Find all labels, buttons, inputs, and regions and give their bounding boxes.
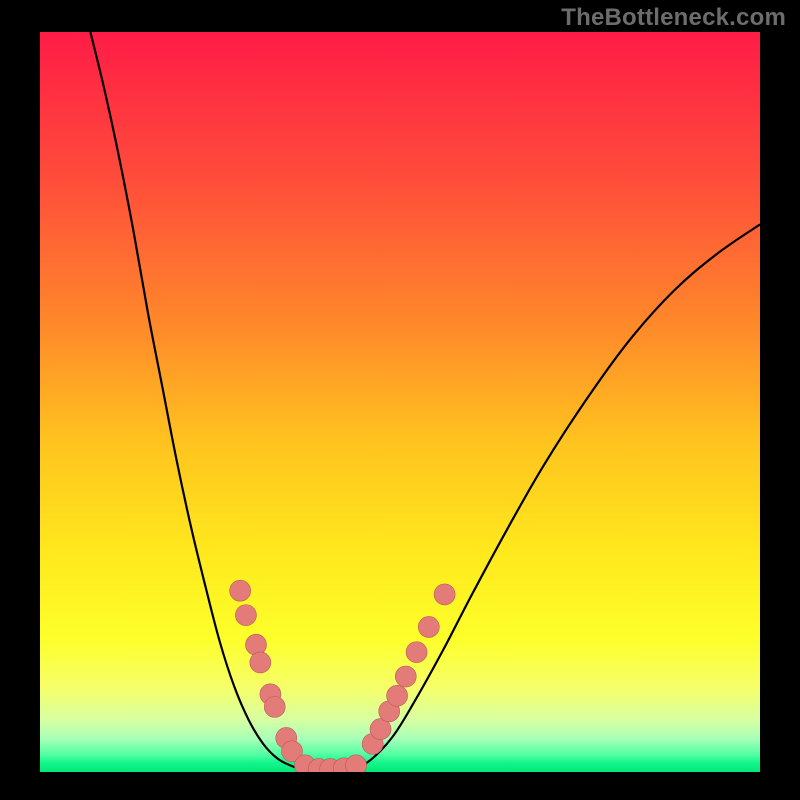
curve-marker (395, 666, 416, 687)
gradient-background (40, 32, 760, 772)
curve-marker (346, 755, 367, 776)
curve-marker (387, 685, 408, 706)
curve-marker (250, 652, 271, 673)
plot-svg (0, 0, 800, 800)
curve-marker (230, 580, 251, 601)
curve-marker (418, 616, 439, 637)
curve-marker (406, 642, 427, 663)
curve-marker (434, 584, 455, 605)
curve-marker (246, 634, 267, 655)
curve-marker (264, 696, 285, 717)
curve-marker (235, 605, 256, 626)
